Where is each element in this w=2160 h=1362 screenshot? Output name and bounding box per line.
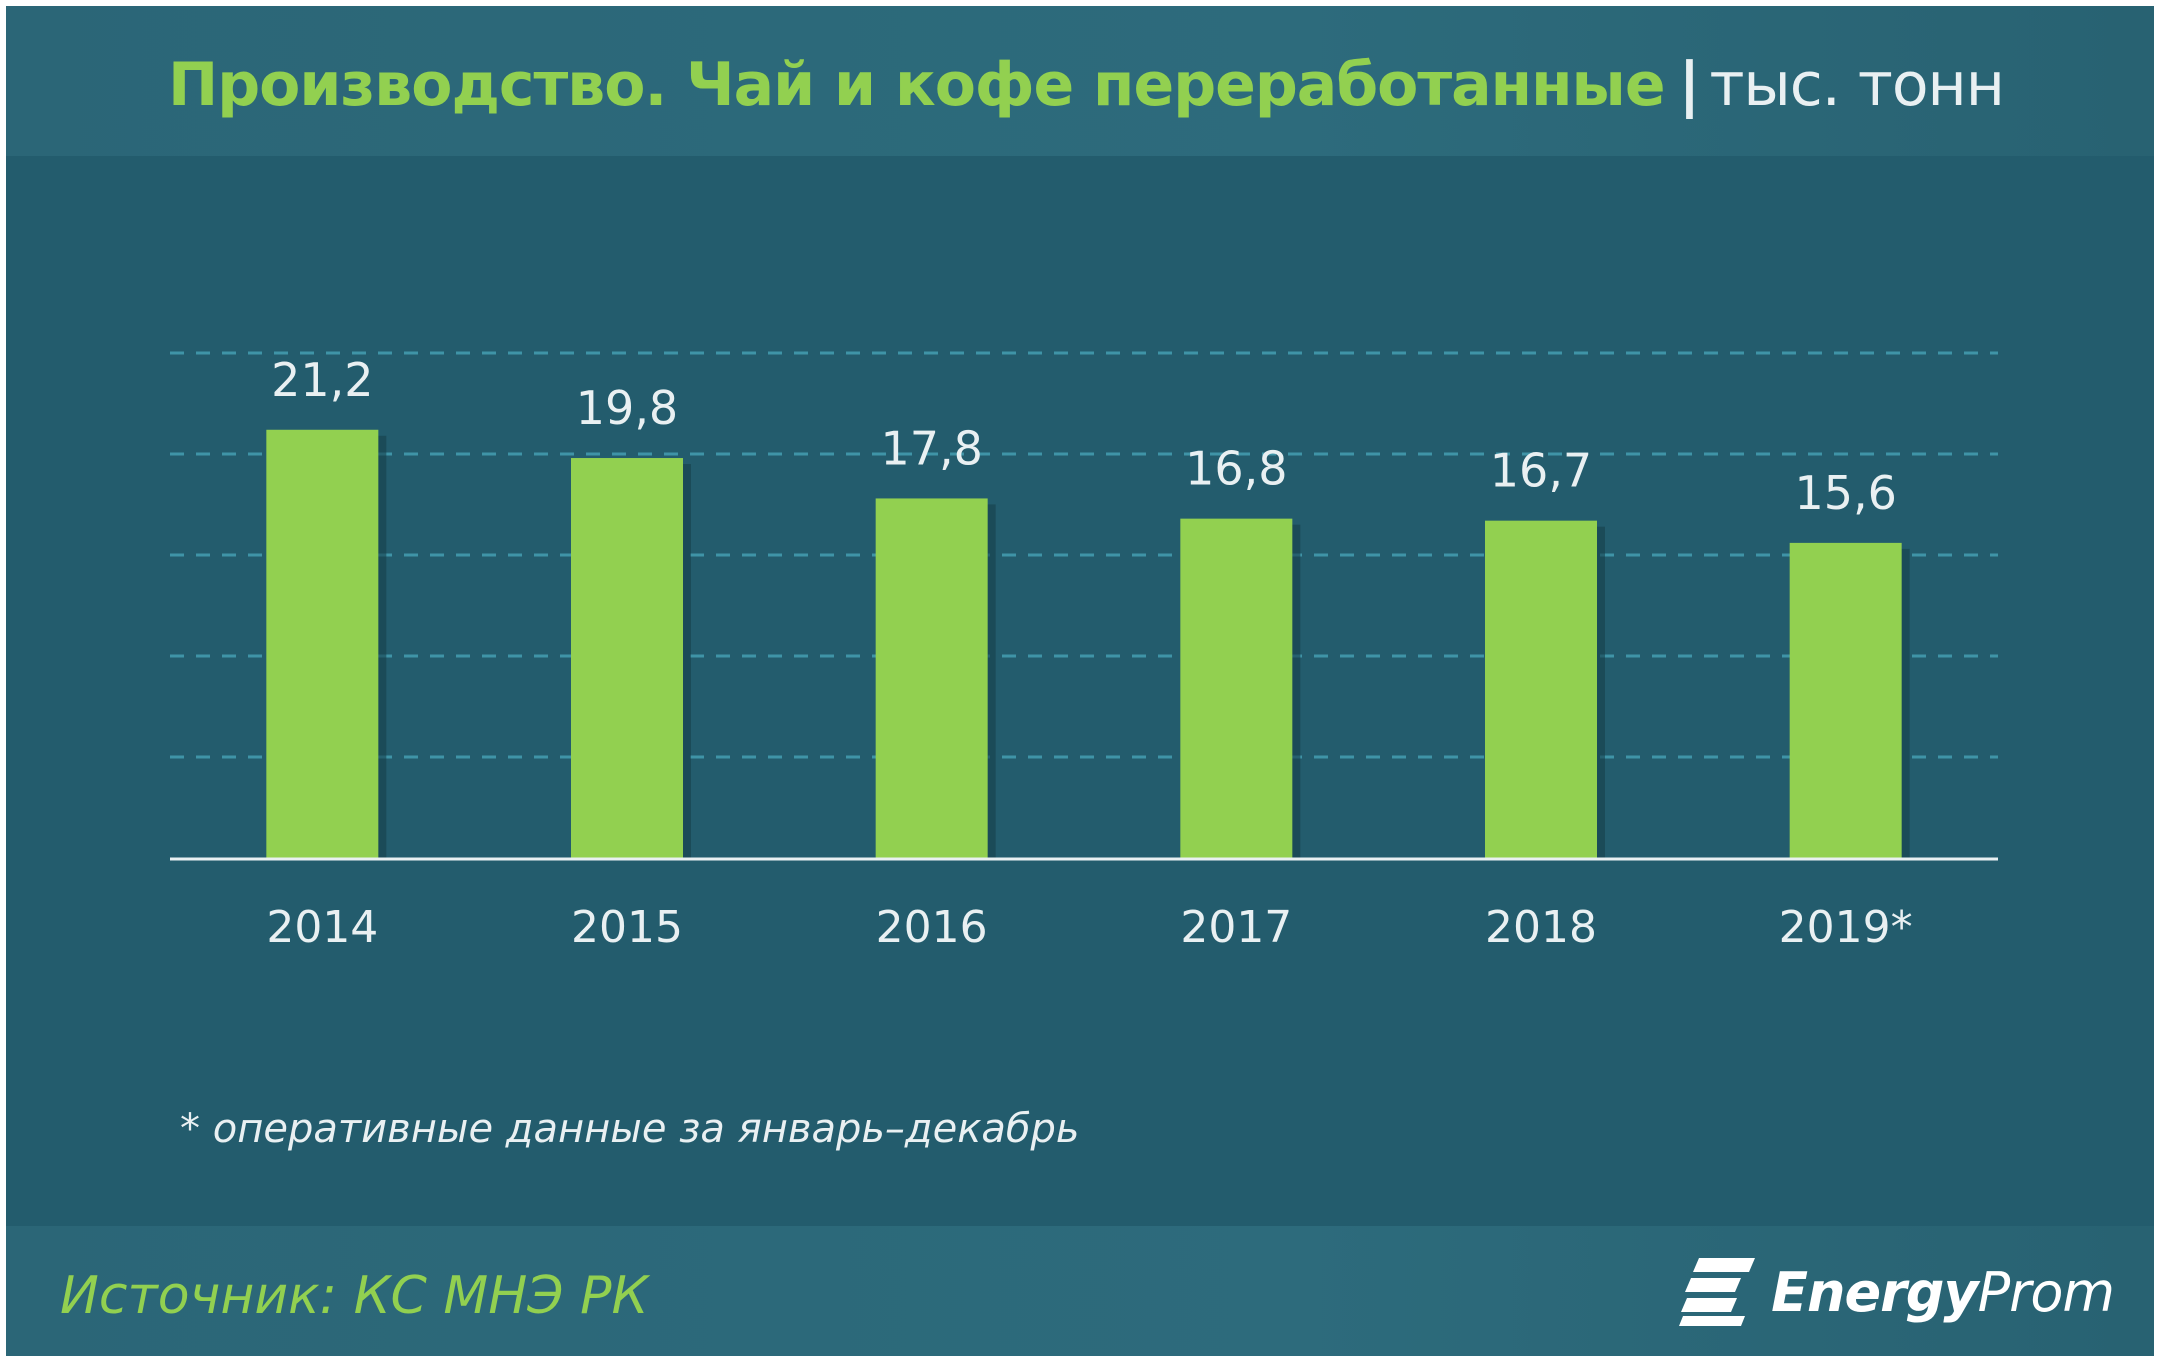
logo-wordmark: EnergyProm	[1771, 1260, 2115, 1324]
bar-2018	[1485, 520, 1597, 858]
bar-2015	[571, 458, 683, 858]
logo-word-bold: Energy	[1771, 1260, 1978, 1324]
title-separator: |	[1678, 50, 1701, 120]
logo-word-light: Prom	[1977, 1260, 2115, 1324]
source-note: Источник: КС МНЭ РК	[60, 1266, 649, 1326]
x-tick-label: 2019*	[1779, 902, 1913, 953]
bar-2016	[875, 498, 988, 858]
value-label: 16,7	[1490, 444, 1592, 498]
chart-title-text: Производство. Чай и кофе переработанные	[168, 50, 1666, 120]
chart-frame: Производство. Чай и кофе переработанные |…	[6, 6, 2154, 1356]
chart-header: Производство. Чай и кофе переработанные |…	[6, 6, 2154, 156]
energyprom-logo: EnergyProm	[1679, 1254, 2115, 1330]
bar-2019*	[1789, 542, 1902, 858]
chart-unit: тыс. тонн	[1709, 50, 2005, 120]
value-label: 19,8	[576, 381, 678, 435]
energyprom-logo-icon	[1679, 1258, 1756, 1326]
x-tick-label: 2015	[571, 902, 683, 953]
x-tick-label: 2018	[1485, 902, 1597, 953]
chart-title: Производство. Чай и кофе переработанные |…	[168, 50, 2005, 120]
x-tick-label: 2016	[876, 902, 988, 953]
value-label: 16,8	[1185, 442, 1287, 496]
x-tick-label: 2017	[1180, 902, 1292, 953]
footnote: * оперативные данные за январь–декабрь	[180, 1106, 1080, 1152]
x-tick-label: 2014	[266, 902, 378, 953]
chart-footer: Источник: КС МНЭ РК EnergyProm	[6, 1226, 2154, 1356]
value-label: 15,6	[1794, 466, 1896, 520]
bar-2017	[1180, 518, 1293, 858]
value-label: 17,8	[880, 421, 982, 475]
bar-2014	[266, 429, 379, 858]
bar-chart: 21,2 2014 19,8 2015 17,8 2016 16,8 2017 16,7 2018…	[170, 351, 1998, 953]
value-label: 21,2	[271, 353, 373, 407]
